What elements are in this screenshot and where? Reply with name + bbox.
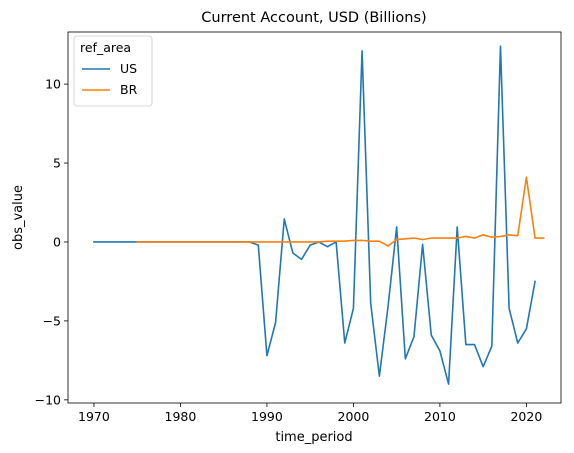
y-tick-label: 0 bbox=[53, 234, 61, 249]
legend-title: ref_area bbox=[80, 40, 131, 55]
legend-box bbox=[73, 35, 153, 107]
x-tick-label: 1970 bbox=[78, 409, 110, 424]
x-axis-label: time_period bbox=[275, 430, 352, 445]
axes-frame bbox=[67, 31, 562, 404]
y-tick-label: 5 bbox=[53, 156, 61, 171]
series-line-us bbox=[93, 45, 536, 385]
legend-label-br: BR bbox=[120, 82, 138, 97]
legend-label-us: US bbox=[120, 61, 137, 76]
y-tick-label: −10 bbox=[35, 392, 61, 407]
y-axis-label: obs_value bbox=[11, 185, 26, 250]
legend: ref_area US BR bbox=[73, 35, 153, 107]
series-line-br bbox=[136, 176, 545, 247]
y-tick-label: −5 bbox=[43, 313, 61, 328]
x-tick-label: 2000 bbox=[338, 409, 370, 424]
plot-area: 1970 1980 1990 2000 2010 2020 −10 −5 0 5 10 bbox=[35, 31, 562, 424]
x-tick-label: 1990 bbox=[251, 409, 283, 424]
x-tick-label: 2020 bbox=[510, 409, 542, 424]
y-tick-label: 10 bbox=[45, 77, 61, 92]
x-tick-label: 1980 bbox=[165, 409, 197, 424]
x-tick-label: 2010 bbox=[424, 409, 456, 424]
chart-title: Current Account, USD (Billions) bbox=[201, 10, 426, 26]
